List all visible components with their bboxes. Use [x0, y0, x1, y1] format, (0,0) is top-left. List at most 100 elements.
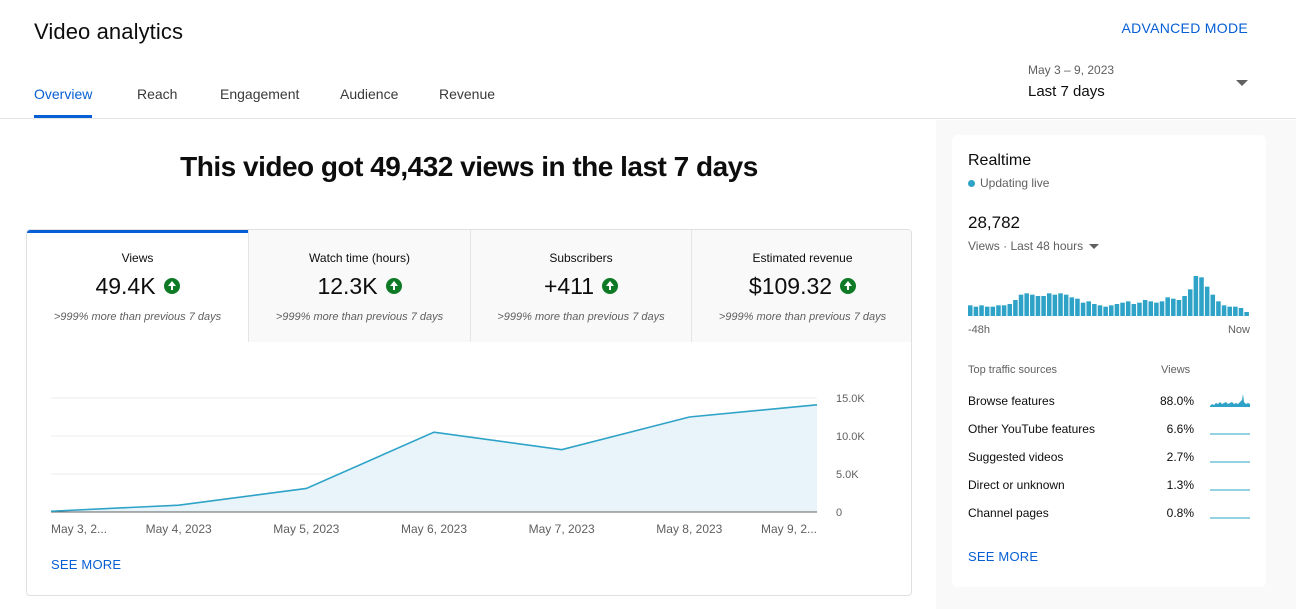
- realtime-bar: [1199, 277, 1204, 316]
- metric-label: Watch time (hours): [309, 251, 410, 265]
- tab-engagement[interactable]: Engagement: [220, 86, 300, 102]
- traffic-source-pct: 2.7%: [1166, 450, 1194, 464]
- metric-estimated-revenue[interactable]: Estimated revenue $109.32 >999% more tha…: [691, 230, 911, 342]
- metric-label: Views: [121, 251, 154, 265]
- x-tick-label: May 7, 2023: [529, 522, 595, 536]
- live-dot-icon: [968, 179, 975, 187]
- realtime-status: Updating live: [968, 176, 1049, 190]
- metric-subscribers[interactable]: Subscribers +411 >999% more than previou…: [470, 230, 691, 342]
- metric-label: Subscribers: [549, 251, 613, 265]
- traffic-sparkline: [1210, 461, 1250, 463]
- metric-value: $109.32: [748, 272, 833, 299]
- dropdown-caret-icon: [1236, 80, 1248, 86]
- y-tick-label: 5.0K: [836, 469, 859, 481]
- metric-value-row: +411: [471, 272, 691, 300]
- realtime-bar: [1182, 296, 1187, 316]
- realtime-bar: [1080, 302, 1086, 316]
- metric-label: Estimated revenue: [752, 251, 853, 265]
- realtime-bar: [1030, 294, 1035, 316]
- tab-revenue[interactable]: Revenue: [439, 86, 496, 102]
- realtime-bar: [1204, 286, 1210, 316]
- traffic-source-row[interactable]: Suggested videos 2.7%: [968, 450, 1250, 470]
- tab-reach[interactable]: Reach: [137, 86, 178, 102]
- realtime-bar: [1024, 293, 1029, 316]
- x-tick-label: May 4, 2023: [146, 522, 212, 536]
- area-fill: [51, 404, 817, 512]
- realtime-bar: [1125, 301, 1131, 316]
- metric-value: +411: [543, 272, 595, 299]
- metric-compare: >999% more than previous 7 days: [718, 311, 887, 323]
- realtime-bar: [1244, 312, 1249, 316]
- y-tick-label: 15.0K: [836, 393, 865, 405]
- realtime-bar: [1137, 302, 1142, 316]
- realtime-bar: [1052, 294, 1058, 316]
- realtime-period-label: Views · Last 48 hours: [968, 239, 1084, 253]
- y-tick-label: 0: [836, 507, 842, 519]
- see-more-button[interactable]: SEE MORE: [51, 557, 122, 572]
- date-range-dates: May 3 – 9, 2023: [1028, 63, 1115, 77]
- realtime-bar: [1165, 297, 1170, 316]
- metric-views[interactable]: Views 49.4K >999% more than previous 7 d…: [27, 230, 248, 342]
- metric-watch-time[interactable]: Watch time (hours) 12.3K >999% more than…: [248, 230, 470, 342]
- realtime-bar: [1063, 294, 1069, 316]
- realtime-title: Realtime: [968, 152, 1032, 169]
- realtime-count: 28,782: [968, 213, 1020, 232]
- date-range-selector[interactable]: May 3 – 9, 2023 Last 7 days: [1028, 63, 1258, 107]
- y-tick-label: 10.0K: [836, 431, 865, 443]
- traffic-source-name: Suggested videos: [968, 450, 1064, 464]
- realtime-bar: [1058, 293, 1063, 316]
- realtime-bar-chart[interactable]: [968, 275, 1250, 316]
- realtime-bar: [979, 305, 984, 316]
- realtime-bar: [1233, 306, 1238, 316]
- realtime-bar: [1097, 305, 1103, 316]
- traffic-source-row[interactable]: Browse features 88.0%: [968, 394, 1250, 414]
- realtime-bar: [1210, 294, 1216, 316]
- traffic-sparkline: [1210, 433, 1250, 435]
- overview-headline: This video got 49,432 views in the last …: [180, 151, 758, 182]
- realtime-bar: [996, 305, 1001, 316]
- traffic-views-header: Views: [1161, 364, 1191, 376]
- metric-compare: >999% more than previous 7 days: [275, 311, 444, 323]
- realtime-bar: [1120, 302, 1125, 316]
- traffic-sparkline: [1210, 517, 1250, 519]
- realtime-bar: [1109, 305, 1114, 316]
- realtime-bar: [1131, 304, 1137, 316]
- realtime-bar: [1227, 306, 1232, 316]
- traffic-source-pct: 0.8%: [1166, 506, 1194, 520]
- realtime-bar: [1221, 305, 1227, 316]
- active-tab-indicator: [34, 115, 92, 118]
- metric-value-row: 49.4K: [27, 272, 248, 300]
- realtime-bar: [973, 306, 979, 316]
- traffic-source-row[interactable]: Other YouTube features 6.6%: [968, 422, 1250, 442]
- traffic-source-pct: 88.0%: [1159, 394, 1194, 408]
- traffic-source-row[interactable]: Channel pages 0.8%: [968, 506, 1250, 526]
- x-tick-label: May 6, 2023: [401, 522, 467, 536]
- realtime-period-selector[interactable]: Views · Last 48 hours: [968, 239, 1100, 253]
- advanced-mode-button[interactable]: ADVANCED MODE: [1121, 20, 1248, 36]
- realtime-bar: [1035, 296, 1041, 316]
- traffic-source-row[interactable]: Direct or unknown 1.3%: [968, 478, 1250, 498]
- realtime-see-more-button[interactable]: SEE MORE: [968, 549, 1039, 564]
- realtime-bar: [968, 305, 973, 316]
- arrow-up-icon: [163, 278, 180, 294]
- x-tick-label: May 5, 2023: [273, 522, 339, 536]
- views-chart[interactable]: 15.0K 10.0K 5.0K 0 May 3, 2... May 4, 2023 May…: [27, 370, 912, 540]
- realtime-bar: [1013, 300, 1018, 316]
- traffic-source-pct: 1.3%: [1166, 478, 1194, 492]
- tab-overview[interactable]: Overview: [34, 86, 93, 102]
- realtime-card: Realtime Updating live 28,782 Views · La…: [952, 135, 1266, 587]
- x-tick-label: May 3, 2...: [51, 522, 107, 536]
- x-tick-label: May 9, 2...: [761, 522, 817, 536]
- metric-value: 49.4K: [95, 272, 156, 299]
- tab-audience[interactable]: Audience: [340, 86, 399, 102]
- realtime-bar: [1069, 297, 1075, 316]
- realtime-bar: [1103, 306, 1108, 316]
- realtime-bar: [1238, 308, 1244, 316]
- realtime-axis-end: Now: [1227, 324, 1250, 336]
- metric-compare: >999% more than previous 7 days: [53, 311, 222, 323]
- arrow-up-icon: [840, 278, 857, 294]
- traffic-source-name: Browse features: [968, 394, 1055, 408]
- arrow-up-icon: [602, 278, 619, 294]
- traffic-sparkline: [1210, 394, 1250, 407]
- realtime-bar: [1007, 304, 1013, 316]
